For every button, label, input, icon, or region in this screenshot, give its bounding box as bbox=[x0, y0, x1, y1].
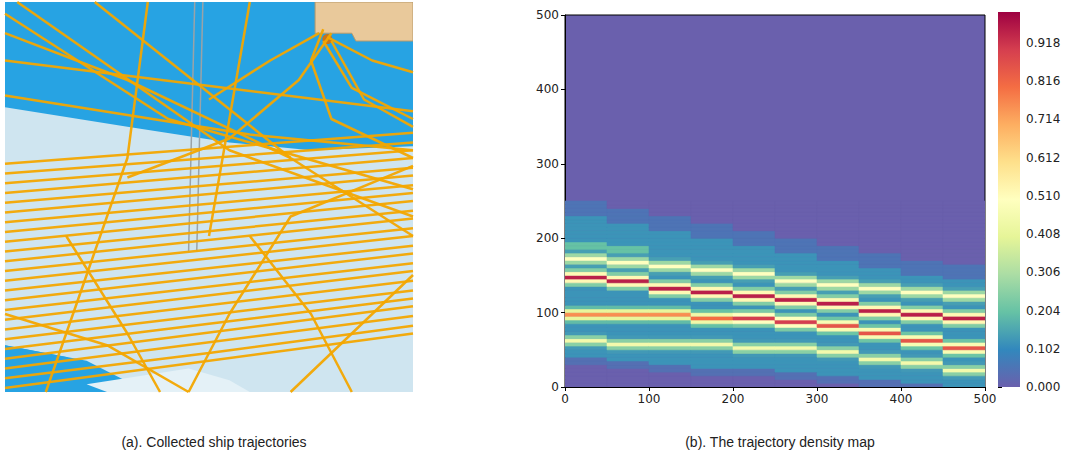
svg-text:0.000: 0.000 bbox=[1026, 380, 1060, 394]
svg-text:300: 300 bbox=[806, 392, 829, 406]
svg-text:0.204: 0.204 bbox=[1026, 304, 1060, 318]
svg-text:200: 200 bbox=[722, 392, 745, 406]
svg-text:(b). The trajectory density ma: (b). The trajectory density map bbox=[685, 434, 875, 450]
svg-text:0.408: 0.408 bbox=[1026, 227, 1060, 241]
svg-text:400: 400 bbox=[890, 392, 913, 406]
svg-text:400: 400 bbox=[536, 82, 559, 96]
svg-text:0: 0 bbox=[561, 392, 569, 406]
svg-text:0.510: 0.510 bbox=[1026, 189, 1060, 203]
svg-text:500: 500 bbox=[974, 392, 997, 406]
svg-text:0: 0 bbox=[551, 380, 559, 394]
svg-text:0.612: 0.612 bbox=[1026, 151, 1060, 165]
svg-text:0.714: 0.714 bbox=[1026, 112, 1060, 126]
svg-text:0.918: 0.918 bbox=[1026, 36, 1060, 50]
svg-text:300: 300 bbox=[536, 157, 559, 171]
svg-text:100: 100 bbox=[536, 306, 559, 320]
svg-text:500: 500 bbox=[536, 8, 559, 22]
svg-text:200: 200 bbox=[536, 231, 559, 245]
svg-text:0.102: 0.102 bbox=[1026, 342, 1060, 356]
svg-text:100: 100 bbox=[638, 392, 661, 406]
svg-text:0.816: 0.816 bbox=[1026, 74, 1060, 88]
svg-text:0.306: 0.306 bbox=[1026, 265, 1060, 279]
svg-text:(a). Collected ship trajectori: (a). Collected ship trajectories bbox=[121, 434, 306, 450]
